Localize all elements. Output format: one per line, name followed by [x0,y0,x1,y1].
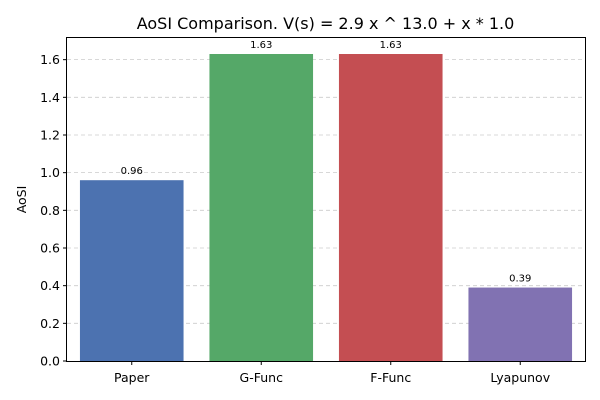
y-tick-label: 1.0 [40,165,60,180]
bar-value-label: 0.96 [121,166,143,177]
bar-g-func [209,54,314,361]
bar-f-func [338,54,443,361]
x-tick-label: G-Func [240,370,284,385]
y-tick-label: 0.0 [40,354,60,369]
y-tick-label: 1.2 [40,127,60,142]
y-tick-label: 1.4 [40,90,60,105]
bar-value-label: 0.39 [509,274,531,285]
y-tick-label: 0.4 [40,278,60,293]
x-tick-label: Paper [114,370,150,385]
x-tick-label: F-Func [370,370,411,385]
y-axis-ticks: 0.0 0.2 0.4 0.6 0.8 1.0 1.2 1.4 1.6 [40,52,67,369]
bar-lyapunov [468,287,573,361]
y-tick-label: 0.8 [40,203,60,218]
bar-value-label: 1.63 [380,40,402,51]
y-tick-label: 1.6 [40,52,60,67]
y-axis-label: AoSI [14,186,29,214]
plot-frame [66,37,586,362]
y-tick-label: 0.2 [40,316,60,331]
bars [79,54,573,361]
x-tick-label: Lyapunov [490,370,550,385]
chart-title: AoSI Comparison. V(s) = 2.9 x ^ 13.0 + x… [137,14,515,33]
y-tick-label: 0.6 [40,240,60,255]
bar-paper [79,180,184,361]
bar-value-label: 1.63 [250,40,272,51]
x-axis-ticks: Paper G-Func F-Func Lyapunov [114,361,551,385]
bar-value-labels: 0.96 1.63 1.63 0.39 [121,40,532,285]
